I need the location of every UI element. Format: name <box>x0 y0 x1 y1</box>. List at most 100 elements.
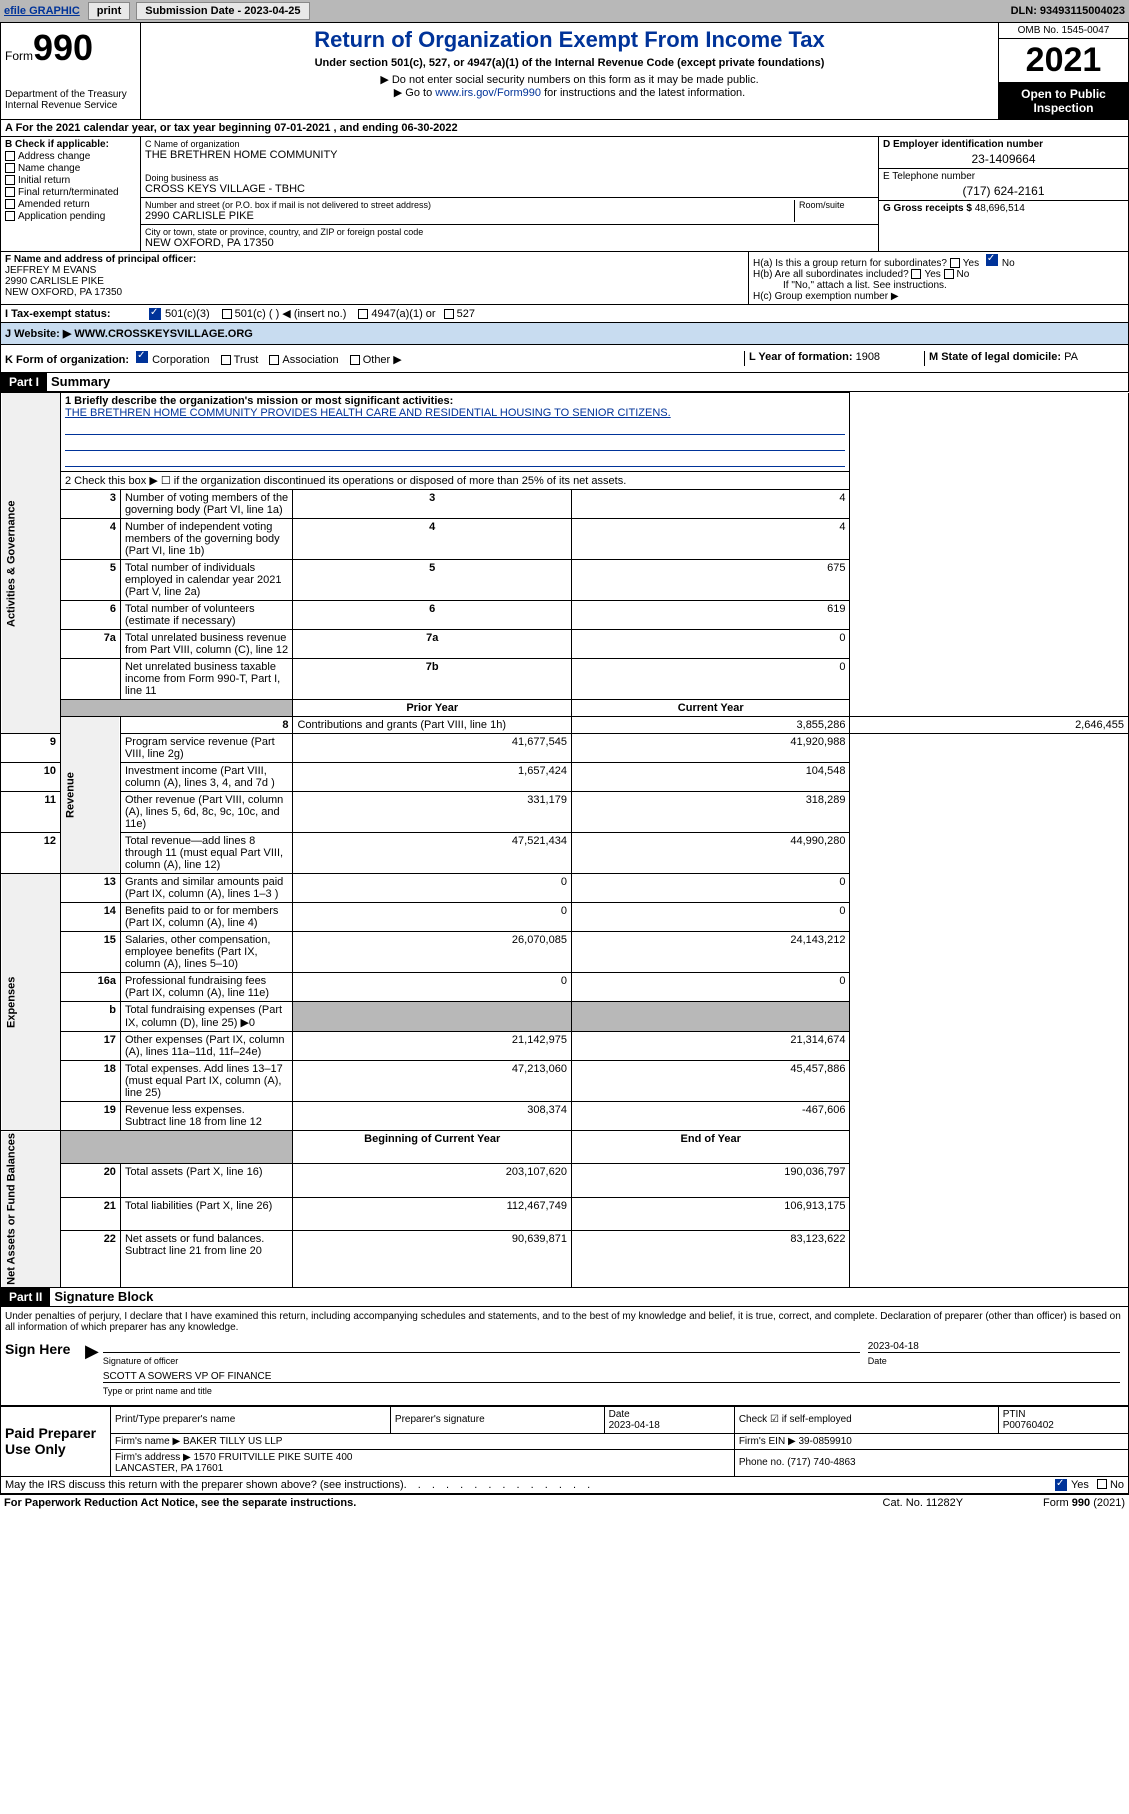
declaration: Under penalties of perjury, I declare th… <box>5 1311 1124 1333</box>
chk-address-change[interactable]: Address change <box>5 151 136 162</box>
table-row: 19Revenue less expenses. Subtract line 1… <box>1 1102 1129 1131</box>
table-row: 3Number of voting members of the governi… <box>1 490 1129 519</box>
open-inspection: Open to Public Inspection <box>999 83 1128 119</box>
table-row: bTotal fundraising expenses (Part IX, co… <box>1 1002 1129 1032</box>
city-state-zip: NEW OXFORD, PA 17350 <box>145 237 874 249</box>
table-row: 9Program service revenue (Part VIII, lin… <box>1 734 1129 763</box>
table-row: 4Number of independent voting members of… <box>1 519 1129 560</box>
form-subtitle: Under section 501(c), 527, or 4947(a)(1)… <box>145 57 994 69</box>
chk-other[interactable] <box>350 355 360 365</box>
paid-preparer-label: Paid Preparer Use Only <box>1 1406 111 1476</box>
tax-exempt-status-row: I Tax-exempt status: 501(c)(3) 501(c) ( … <box>0 305 1129 323</box>
chk-final-return[interactable]: Final return/terminated <box>5 187 136 198</box>
form-title: Return of Organization Exempt From Incom… <box>145 27 994 53</box>
gross-label: G Gross receipts $ <box>883 203 972 214</box>
part-1-header: Part ISummary <box>0 373 1129 392</box>
chk-discuss-yes[interactable] <box>1055 1479 1067 1491</box>
officer-label: F Name and address of principal officer: <box>5 254 744 265</box>
instr-1: ▶ Do not enter social security numbers o… <box>145 73 994 86</box>
gross-receipts: 48,696,514 <box>975 203 1025 214</box>
dln: DLN: 93493115004023 <box>1011 5 1125 17</box>
table-row: 20Total assets (Part X, line 16)203,107,… <box>1 1164 1129 1197</box>
h-b-note: If "No," attach a list. See instructions… <box>783 280 1124 291</box>
signature-block: Under penalties of perjury, I declare th… <box>0 1307 1129 1406</box>
form-number: 990 <box>33 27 93 68</box>
table-row: 15Salaries, other compensation, employee… <box>1 932 1129 973</box>
addr-label: Number and street (or P.O. box if mail i… <box>145 200 794 210</box>
table-row: 6Total number of volunteers (estimate if… <box>1 601 1129 630</box>
top-bar: efile GRAPHIC print Submission Date - 20… <box>0 0 1129 22</box>
dba-label: Doing business as <box>145 173 874 183</box>
chk-4947[interactable] <box>358 309 368 319</box>
chk-initial-return[interactable]: Initial return <box>5 175 136 186</box>
org-name-label: C Name of organization <box>145 139 874 149</box>
officer-signature-name: SCOTT A SOWERS VP OF FINANCE <box>103 1371 272 1382</box>
col-b-checkboxes: B Check if applicable: Address change Na… <box>1 137 141 251</box>
table-row: 17Other expenses (Part IX, column (A), l… <box>1 1032 1129 1061</box>
state-domicile: PA <box>1064 351 1078 363</box>
firm-name: BAKER TILLY US LLP <box>183 1436 283 1447</box>
line-1-label: 1 Briefly describe the organization's mi… <box>65 395 845 407</box>
ein: 23-1409664 <box>883 152 1124 166</box>
chk-501c[interactable] <box>222 309 232 319</box>
chk-501c3[interactable] <box>149 308 161 320</box>
instr-2: ▶ Go to www.irs.gov/Form990 for instruct… <box>145 86 994 99</box>
irs-link[interactable]: www.irs.gov/Form990 <box>435 87 541 99</box>
table-row: 12Total revenue—add lines 8 through 11 (… <box>1 833 1129 874</box>
chk-527[interactable] <box>444 309 454 319</box>
form-header: Form990 Department of the Treasury Inter… <box>0 22 1129 120</box>
officer-name: JEFFREY M EVANS <box>5 265 744 276</box>
firm-phone: (717) 740-4863 <box>787 1457 855 1468</box>
officer-addr1: 2990 CARLISLE PIKE <box>5 276 744 287</box>
tax-year: 2021 <box>999 39 1128 83</box>
ptin: P00760402 <box>1003 1420 1054 1431</box>
table-row: 18Total expenses. Add lines 13–17 (must … <box>1 1061 1129 1102</box>
officer-addr2: NEW OXFORD, PA 17350 <box>5 287 744 298</box>
omb-number: OMB No. 1545-0047 <box>999 23 1128 39</box>
row-k: K Form of organization: Corporation Trus… <box>0 345 1129 373</box>
chk-corporation[interactable] <box>136 351 148 363</box>
h-a: H(a) Is this a group return for subordin… <box>753 254 1124 269</box>
year-formation: 1908 <box>856 351 880 363</box>
h-c: H(c) Group exemption number ▶ <box>753 291 1124 302</box>
vert-expenses: Expenses <box>1 874 61 1131</box>
form-label: Form <box>5 49 33 63</box>
chk-discuss-no[interactable] <box>1097 1479 1107 1489</box>
page-footer: For Paperwork Reduction Act Notice, see … <box>0 1494 1129 1511</box>
info-grid: B Check if applicable: Address change Na… <box>0 137 1129 252</box>
chk-application[interactable]: Application pending <box>5 211 136 222</box>
table-row: Net unrelated business taxable income fr… <box>1 659 1129 700</box>
table-row: 11Other revenue (Part VIII, column (A), … <box>1 792 1129 833</box>
chk-association[interactable] <box>269 355 279 365</box>
chk-trust[interactable] <box>221 355 231 365</box>
table-row: 21Total liabilities (Part X, line 26)112… <box>1 1197 1129 1230</box>
chk-amended[interactable]: Amended return <box>5 199 136 210</box>
preparer-table: Paid Preparer Use Only Print/Type prepar… <box>0 1406 1129 1477</box>
part-2-header: Part IISignature Block <box>0 1288 1129 1307</box>
print-button[interactable]: print <box>88 2 130 20</box>
dept-label: Department of the Treasury Internal Reve… <box>5 89 136 111</box>
summary-table: Activities & Governance 1 Briefly descri… <box>0 392 1129 1288</box>
table-row: 10Investment income (Part VIII, column (… <box>1 763 1129 792</box>
room-label: Room/suite <box>799 200 874 210</box>
dba: CROSS KEYS VILLAGE - TBHC <box>145 183 874 195</box>
mission-text: THE BRETHREN HOME COMMUNITY PROVIDES HEA… <box>65 407 845 419</box>
vert-governance: Activities & Governance <box>1 393 61 734</box>
officer-group-row: F Name and address of principal officer:… <box>0 252 1129 305</box>
table-row: 7aTotal unrelated business revenue from … <box>1 630 1129 659</box>
table-row: 14Benefits paid to or for members (Part … <box>1 903 1129 932</box>
table-row: 22Net assets or fund balances. Subtract … <box>1 1230 1129 1287</box>
ein-label: D Employer identification number <box>883 139 1124 150</box>
vert-revenue: Revenue <box>60 717 120 874</box>
phone: (717) 624-2161 <box>883 184 1124 198</box>
website-url: WWW.CROSSKEYSVILLAGE.ORG <box>74 328 252 340</box>
row-a-tax-year: A For the 2021 calendar year, or tax yea… <box>0 120 1129 137</box>
city-label: City or town, state or province, country… <box>145 227 874 237</box>
submission-date: Submission Date - 2023-04-25 <box>136 2 309 20</box>
vert-net-assets: Net Assets or Fund Balances <box>1 1131 61 1288</box>
street-address: 2990 CARLISLE PIKE <box>145 210 794 222</box>
efile-link[interactable]: efile GRAPHIC <box>4 5 80 17</box>
chk-name-change[interactable]: Name change <box>5 163 136 174</box>
website-row: J Website: ▶ WWW.CROSSKEYSVILLAGE.ORG <box>0 323 1129 345</box>
h-b: H(b) Are all subordinates included? Yes … <box>753 269 1124 280</box>
